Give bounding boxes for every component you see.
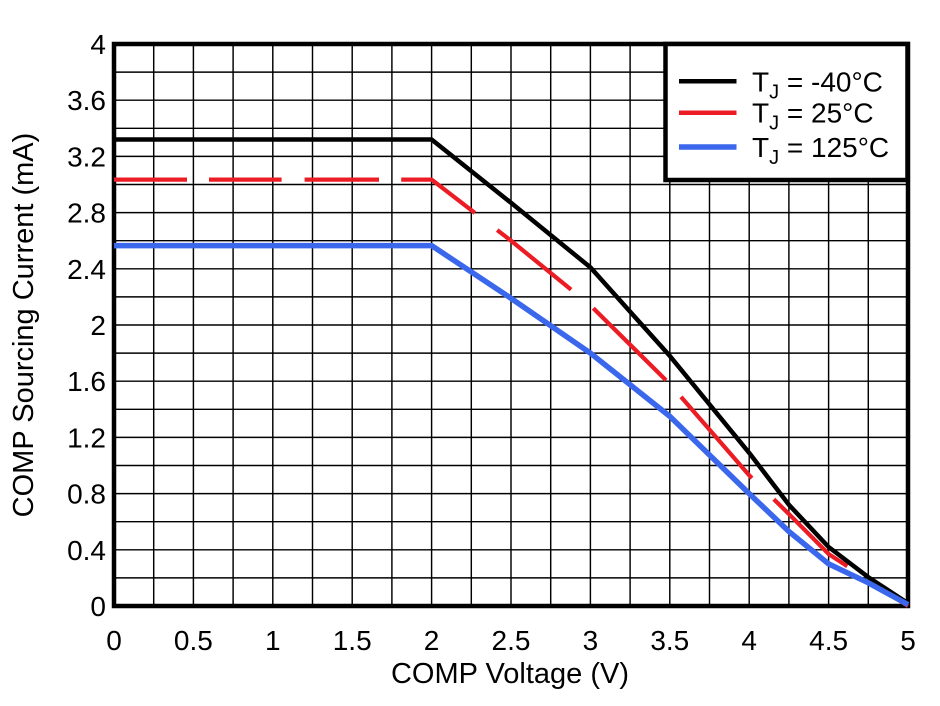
- svg-text:2: 2: [424, 625, 440, 656]
- svg-text:1: 1: [265, 625, 281, 656]
- svg-text:2: 2: [90, 310, 106, 341]
- svg-text:2.8: 2.8: [67, 198, 106, 229]
- svg-text:4.5: 4.5: [809, 625, 848, 656]
- svg-text:3: 3: [583, 625, 599, 656]
- svg-text:0: 0: [106, 625, 122, 656]
- svg-text:2.5: 2.5: [492, 625, 531, 656]
- svg-text:3.2: 3.2: [67, 141, 106, 172]
- svg-text:0: 0: [90, 591, 106, 622]
- svg-text:2.4: 2.4: [67, 254, 106, 285]
- svg-text:3.6: 3.6: [67, 85, 106, 116]
- svg-text:4: 4: [90, 29, 106, 60]
- svg-text:1.2: 1.2: [67, 422, 106, 453]
- svg-text:4: 4: [741, 625, 757, 656]
- svg-text:COMP Voltage (V): COMP Voltage (V): [391, 658, 629, 690]
- svg-text:COMP Sourcing Current (mA): COMP Sourcing Current (mA): [8, 133, 40, 518]
- svg-text:0.5: 0.5: [174, 625, 213, 656]
- svg-text:TJ = 25°C: TJ = 25°C: [752, 98, 874, 135]
- svg-text:0.8: 0.8: [67, 479, 106, 510]
- svg-text:0.4: 0.4: [67, 535, 106, 566]
- svg-text:5: 5: [900, 625, 916, 656]
- svg-text:1.6: 1.6: [67, 366, 106, 397]
- svg-text:1.5: 1.5: [333, 625, 372, 656]
- svg-text:3.5: 3.5: [650, 625, 689, 656]
